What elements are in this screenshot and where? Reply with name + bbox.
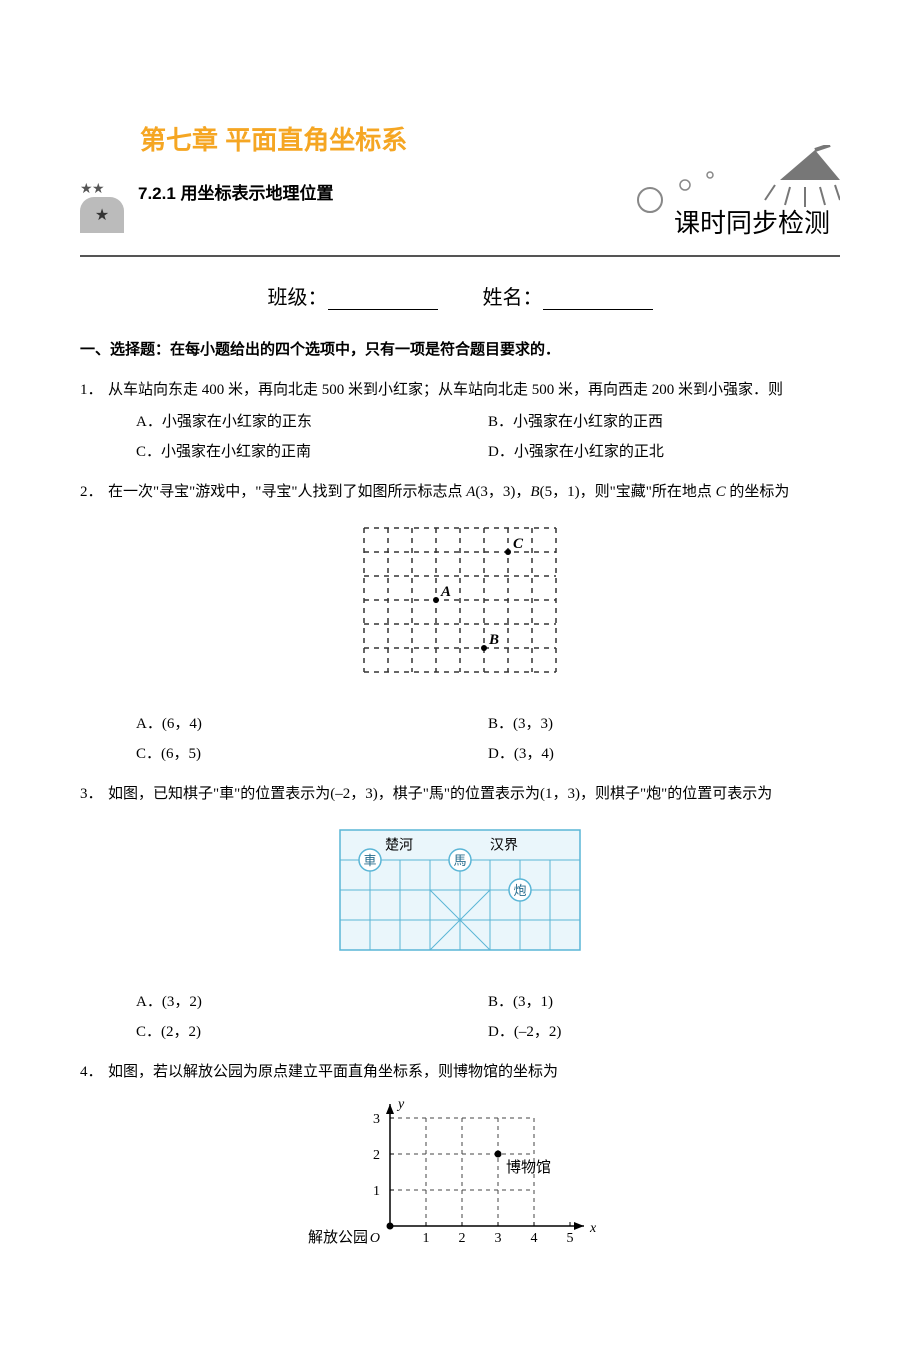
class-label: 班级：: [268, 287, 328, 309]
svg-text:博物馆: 博物馆: [506, 1159, 551, 1176]
svg-text:楚河: 楚河: [385, 838, 413, 854]
question-2: 2． 在一次"寻宝"游戏中，"寻宝"人找到了如图所示标志点 A(3，3)，B(5…: [80, 477, 840, 769]
name-label: 姓名：: [483, 287, 543, 309]
q1-choice-c[interactable]: C．小强家在小红家的正南: [136, 437, 488, 467]
q1-choice-a[interactable]: A．小强家在小红家的正东: [136, 407, 488, 437]
q1-choice-b[interactable]: B．小强家在小红家的正西: [488, 407, 840, 437]
svg-text:x: x: [589, 1221, 597, 1236]
svg-text:3: 3: [373, 1112, 380, 1127]
section-title: 7.2.1 用坐标表示地理位置: [138, 179, 334, 204]
svg-text:B: B: [488, 632, 499, 648]
q3-num: 3．: [80, 779, 108, 811]
q2-choice-d[interactable]: D．(3，4): [488, 739, 840, 769]
question-1: 1． 从车站向东走 400 米，再向北走 500 米到小红家；从车站向北走 50…: [80, 375, 840, 467]
q3-text: 如图，已知棋子"車"的位置表示为(–2，3)，棋子"馬"的位置表示为(1，3)，…: [108, 779, 840, 811]
svg-text:C: C: [513, 536, 524, 552]
q1-num: 1．: [80, 375, 108, 407]
name-blank[interactable]: [543, 291, 653, 310]
section1-head: 一、选择题：在每小题给出的四个选项中，只有一项是符合题目要求的．: [80, 338, 840, 359]
svg-text:炮: 炮: [513, 883, 526, 898]
q2-figure: A B C: [80, 518, 840, 695]
svg-text:解放公园: 解放公园: [308, 1229, 368, 1246]
svg-text:1: 1: [373, 1184, 380, 1199]
question-3: 3． 如图，已知棋子"車"的位置表示为(–2，3)，棋子"馬"的位置表示为(1，…: [80, 779, 840, 1047]
q2-choice-c[interactable]: C．(6，5): [136, 739, 488, 769]
question-4: 4． 如图，若以解放公园为原点建立平面直角坐标系，则博物馆的坐标为 123451…: [80, 1057, 840, 1281]
badge-icon: ★: [80, 197, 124, 233]
svg-text:車: 車: [363, 853, 376, 868]
q4-figure: 1 2 3 4 5 1 2 3 Ox y 解放公园 博物馆: [80, 1098, 840, 1281]
q3-choice-d[interactable]: D．(–2，2): [488, 1017, 840, 1047]
svg-text:2: 2: [373, 1148, 380, 1163]
svg-text:A: A: [440, 584, 451, 600]
svg-text:5: 5: [567, 1231, 574, 1246]
svg-text:O: O: [370, 1231, 380, 1246]
q1-text: 从车站向东走 400 米，再向北走 500 米到小红家；从车站向北走 500 米…: [108, 375, 840, 407]
svg-text:馬: 馬: [453, 853, 466, 868]
q2-text: 在一次"寻宝"游戏中，"寻宝"人找到了如图所示标志点 A(3，3)，B(5，1)…: [108, 477, 840, 509]
q3-choice-b[interactable]: B．(3，1): [488, 987, 840, 1017]
q2-choice-a[interactable]: A．(6，4): [136, 709, 488, 739]
svg-text:2: 2: [459, 1231, 466, 1246]
q4-text: 如图，若以解放公园为原点建立平面直角坐标系，则博物馆的坐标为: [108, 1057, 840, 1089]
svg-text:1: 1: [423, 1231, 430, 1246]
q4-num: 4．: [80, 1057, 108, 1089]
q2-choice-b[interactable]: B．(3，3): [488, 709, 840, 739]
header-row: ★ ★ ★ ★ 7.2.1 用坐标表示地理位置 课时同步检测: [80, 175, 840, 257]
q3-figure: 楚河 汉界車 馬炮: [80, 820, 840, 973]
q3-choice-a[interactable]: A．(3，2): [136, 987, 488, 1017]
q3-choice-c[interactable]: C．(2，2): [136, 1017, 488, 1047]
right-header: 课时同步检测: [674, 203, 830, 240]
form-row: 班级： 姓名：: [80, 281, 840, 310]
q2-num: 2．: [80, 477, 108, 509]
class-blank[interactable]: [328, 291, 438, 310]
svg-text:3: 3: [495, 1231, 502, 1246]
svg-text:y: y: [396, 1098, 405, 1112]
svg-text:4: 4: [531, 1231, 538, 1246]
svg-text:汉界: 汉界: [490, 838, 518, 854]
q1-choice-d[interactable]: D．小强家在小红家的正北: [488, 437, 840, 467]
